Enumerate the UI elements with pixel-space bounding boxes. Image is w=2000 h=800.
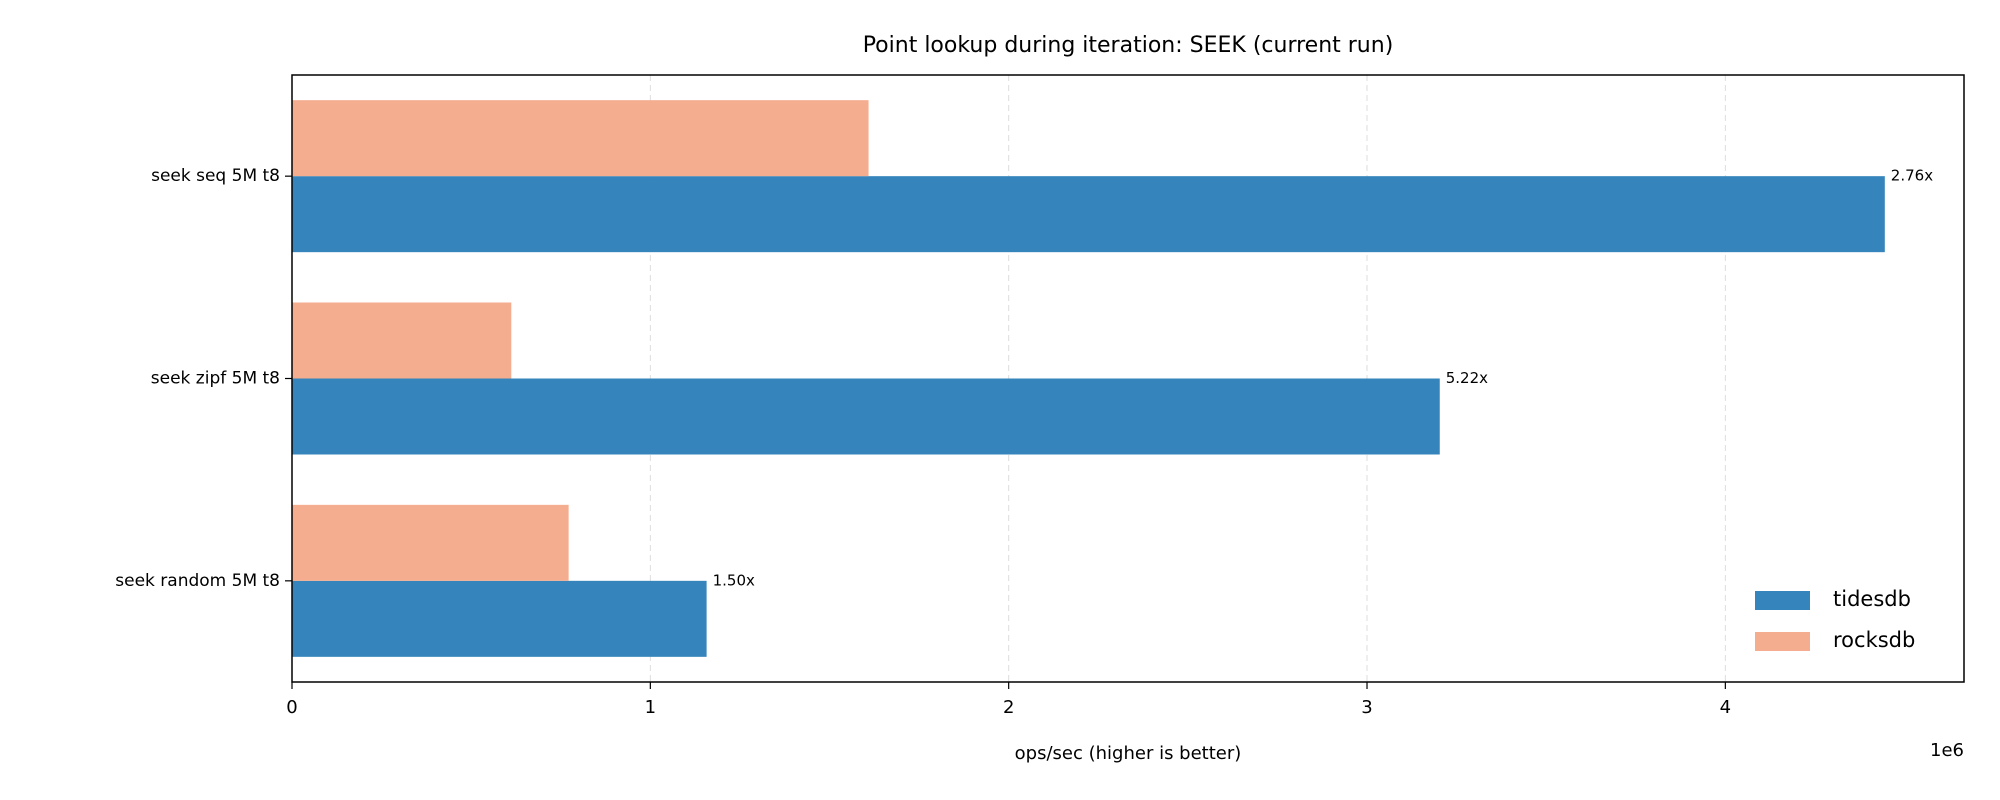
bar bbox=[292, 580, 707, 657]
chart-title: Point lookup during iteration: SEEK (cur… bbox=[863, 33, 1394, 58]
plot-frame bbox=[291, 74, 1965, 683]
axis-offset: 1e6 bbox=[1930, 740, 1964, 761]
y-tick-label: seek zipf 5M t8 bbox=[151, 369, 280, 389]
bar-annotation: 1.50x bbox=[713, 571, 755, 589]
x-tick-label: 3 bbox=[1361, 697, 1372, 718]
bar-annotation: 2.76x bbox=[1891, 167, 1933, 185]
y-tick-label: seek random 5M t8 bbox=[115, 571, 280, 591]
legend-swatch bbox=[1755, 591, 1810, 610]
legend-swatch bbox=[1755, 632, 1810, 651]
bar bbox=[292, 176, 1885, 253]
x-tick-label: 2 bbox=[1003, 697, 1014, 718]
legend-label: tidesdb bbox=[1833, 587, 1911, 611]
x-axis-label: ops/sec (higher is better) bbox=[1015, 743, 1242, 764]
bar bbox=[292, 378, 1440, 455]
legend-label: rocksdb bbox=[1833, 628, 1915, 652]
x-tick-label: 4 bbox=[1720, 697, 1731, 718]
bar-annotation: 5.22x bbox=[1446, 369, 1488, 387]
y-tick-label: seek seq 5M t8 bbox=[151, 166, 280, 186]
bar bbox=[292, 302, 512, 379]
x-tick-label: 1 bbox=[645, 697, 656, 718]
bar bbox=[292, 100, 869, 177]
x-tick-label: 0 bbox=[286, 697, 297, 718]
bar bbox=[292, 504, 569, 581]
